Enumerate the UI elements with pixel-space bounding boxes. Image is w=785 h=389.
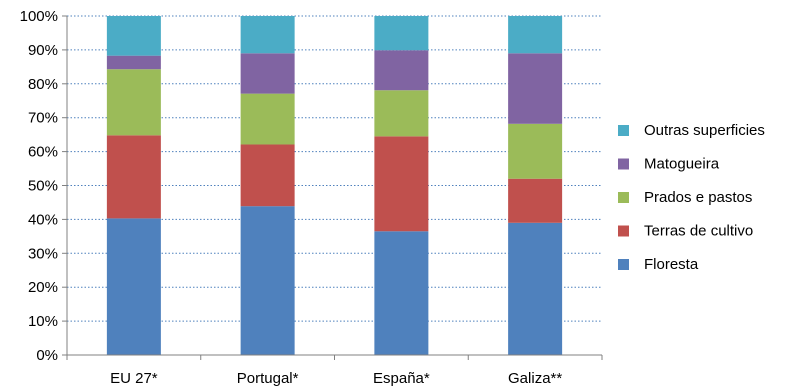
y-tick-label: 40% bbox=[28, 211, 58, 228]
x-tick-label: Galiza** bbox=[508, 370, 562, 387]
y-tick-label: 20% bbox=[28, 279, 58, 296]
x-tick-label: Portugal* bbox=[237, 370, 299, 387]
bar-segment bbox=[106, 16, 161, 56]
bar-segment bbox=[240, 144, 295, 207]
bar-segment bbox=[508, 222, 563, 355]
legend-swatch bbox=[618, 158, 629, 170]
bar-segment bbox=[374, 231, 429, 355]
bar-segment bbox=[374, 50, 429, 91]
y-tick-label: 50% bbox=[28, 178, 58, 195]
bar-segment bbox=[106, 218, 161, 355]
bar-segment bbox=[508, 53, 563, 124]
bar-segment bbox=[106, 55, 161, 70]
bar-segment bbox=[508, 16, 563, 54]
y-tick-label: 70% bbox=[28, 110, 58, 127]
legend-label: Floresta bbox=[644, 256, 699, 273]
y-tick-label: 10% bbox=[28, 313, 58, 330]
y-axis: 0% 10% 20% 30% 40% 50% 60% 70% 80% 90% 100% bbox=[20, 8, 68, 364]
bars bbox=[106, 16, 563, 355]
x-tick-label: EU 27* bbox=[110, 370, 158, 387]
y-tick-label: 60% bbox=[28, 144, 58, 161]
bar-segment bbox=[374, 90, 429, 137]
y-tick-label: 0% bbox=[36, 347, 58, 364]
legend-swatch bbox=[618, 192, 629, 203]
bar-segment bbox=[240, 53, 295, 94]
bar-segment bbox=[240, 93, 295, 145]
legend-swatch bbox=[618, 259, 629, 270]
x-tick-label: España* bbox=[373, 370, 430, 387]
bar-segment bbox=[508, 178, 563, 223]
bar-segment bbox=[240, 16, 295, 54]
y-tick-label: 100% bbox=[20, 8, 58, 25]
bar-segment bbox=[106, 135, 161, 219]
bar-segment bbox=[374, 16, 429, 51]
legend-swatch bbox=[618, 125, 629, 136]
y-tick-label: 30% bbox=[28, 245, 58, 262]
bar-segment bbox=[374, 136, 429, 232]
bar-segment bbox=[106, 69, 161, 136]
legend-swatch bbox=[618, 225, 629, 237]
legend: Outras superficies Matogueira Prados e pas… bbox=[618, 122, 765, 273]
x-axis: EU 27* Portugal* España* Galiza** bbox=[66, 354, 603, 387]
legend-label: Matogueira bbox=[644, 156, 720, 173]
y-tick-label: 90% bbox=[28, 42, 58, 59]
legend-label: Terras de cultivo bbox=[644, 223, 753, 240]
legend-label: Prados e pastos bbox=[644, 189, 752, 206]
y-tick-label: 80% bbox=[28, 76, 58, 93]
bar-segment bbox=[240, 206, 295, 355]
legend-label: Outras superficies bbox=[644, 122, 765, 139]
bar-segment bbox=[508, 123, 563, 179]
